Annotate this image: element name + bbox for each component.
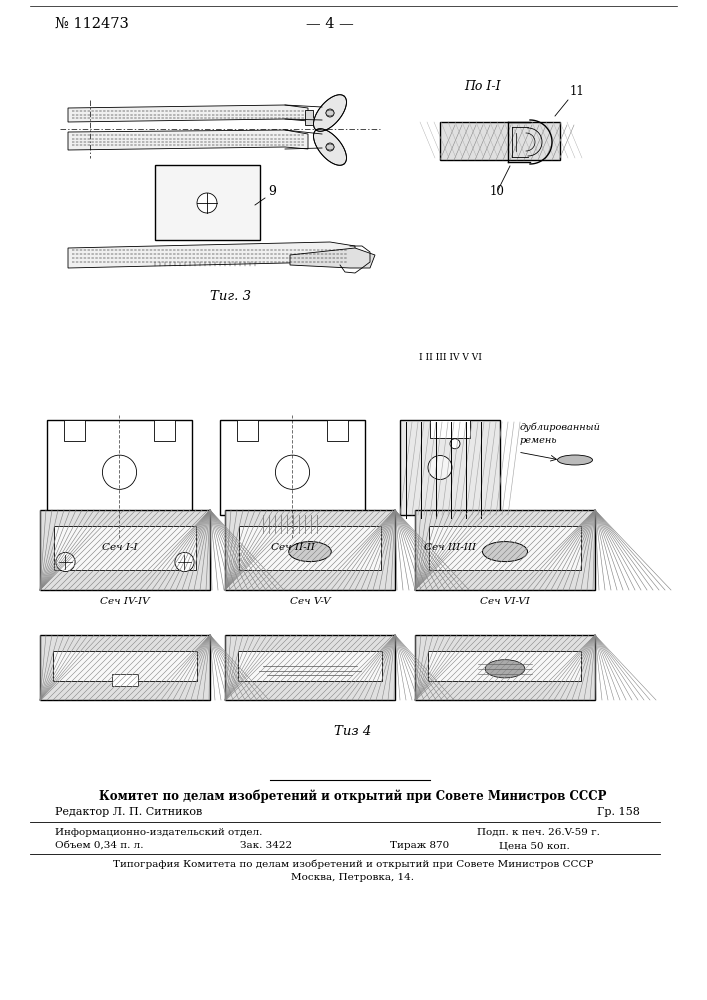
Bar <box>429 526 580 570</box>
Text: № 112473: № 112473 <box>55 17 129 31</box>
Text: Ceч I-I: Ceч I-I <box>102 543 137 552</box>
Bar <box>47 420 192 515</box>
Polygon shape <box>313 129 346 165</box>
Circle shape <box>276 455 310 489</box>
Bar <box>155 165 260 240</box>
Text: Редактор Л. П. Ситников: Редактор Л. П. Ситников <box>55 807 202 817</box>
Polygon shape <box>68 242 355 268</box>
Text: Гр. 158: Гр. 158 <box>597 807 640 817</box>
Circle shape <box>175 552 194 572</box>
Text: 9: 9 <box>268 185 276 198</box>
Ellipse shape <box>482 542 527 562</box>
Text: Комитет по делам изобретений и открытий при Совете Министров СССР: Комитет по делам изобретений и открытий … <box>99 790 607 803</box>
Ellipse shape <box>326 110 334 116</box>
Text: ремень: ремень <box>520 436 558 445</box>
Bar <box>305 110 313 125</box>
Circle shape <box>326 109 334 117</box>
Bar <box>238 651 382 680</box>
Text: Ceч III-III: Ceч III-III <box>424 543 476 552</box>
Text: Объем 0,34 п. л.: Объем 0,34 п. л. <box>55 841 144 850</box>
Polygon shape <box>313 129 346 165</box>
Text: дублированный: дублированный <box>520 422 601 432</box>
Circle shape <box>56 552 75 572</box>
Text: Зак. 3422: Зак. 3422 <box>240 841 292 850</box>
Bar <box>154 420 175 441</box>
Text: Москва, Петровка, 14.: Москва, Петровка, 14. <box>291 873 414 882</box>
Text: По I-I: По I-I <box>464 80 501 93</box>
Text: Информационно-издательский отдел.: Информационно-издательский отдел. <box>55 828 262 837</box>
Text: Ceч II-II: Ceч II-II <box>271 543 315 552</box>
Circle shape <box>197 193 217 213</box>
Ellipse shape <box>558 455 592 465</box>
Bar <box>415 510 595 590</box>
Text: 10: 10 <box>490 185 505 198</box>
Bar <box>260 515 325 533</box>
Bar <box>40 635 210 700</box>
Circle shape <box>326 143 334 151</box>
Text: Ceч V-V: Ceч V-V <box>290 597 330 606</box>
Text: Ceч IV-IV: Ceч IV-IV <box>100 597 150 606</box>
Polygon shape <box>313 95 346 131</box>
Circle shape <box>428 456 452 480</box>
Bar <box>225 510 395 590</box>
Circle shape <box>103 455 136 489</box>
Polygon shape <box>68 105 308 122</box>
Bar <box>238 526 381 570</box>
Bar <box>54 526 197 570</box>
Bar <box>440 122 560 160</box>
Text: Типография Комитета по делам изобретений и открытий при Совете Министров СССР: Типография Комитета по делам изобретений… <box>113 859 593 869</box>
Bar <box>428 651 581 680</box>
Polygon shape <box>313 95 346 131</box>
Text: Τиз 4: Τиз 4 <box>334 725 372 738</box>
Text: Ceч VI-VI: Ceч VI-VI <box>480 597 530 606</box>
Text: Τиг. 3: Τиг. 3 <box>210 290 251 303</box>
Text: Цена 50 коп.: Цена 50 коп. <box>499 841 570 850</box>
Bar <box>327 420 348 441</box>
Polygon shape <box>68 130 308 150</box>
Bar <box>225 635 395 700</box>
Bar <box>40 510 210 590</box>
Text: — 4 —: — 4 — <box>306 17 354 31</box>
Bar <box>53 651 197 680</box>
Bar <box>415 635 595 700</box>
Bar <box>64 420 85 441</box>
Circle shape <box>450 439 460 449</box>
Bar <box>238 420 257 441</box>
Polygon shape <box>290 248 375 268</box>
Ellipse shape <box>485 660 525 678</box>
Ellipse shape <box>288 542 332 562</box>
Text: Тираж 870: Тираж 870 <box>390 841 449 850</box>
Bar <box>400 420 500 515</box>
Text: I II III IV V VI: I II III IV V VI <box>419 353 481 362</box>
Ellipse shape <box>326 144 334 150</box>
Text: Подп. к печ. 26.V-59 г.: Подп. к печ. 26.V-59 г. <box>477 828 600 837</box>
Bar <box>112 674 138 686</box>
Bar <box>87 515 152 533</box>
Bar <box>220 420 365 515</box>
Text: 11: 11 <box>570 85 585 98</box>
Bar <box>430 420 470 438</box>
